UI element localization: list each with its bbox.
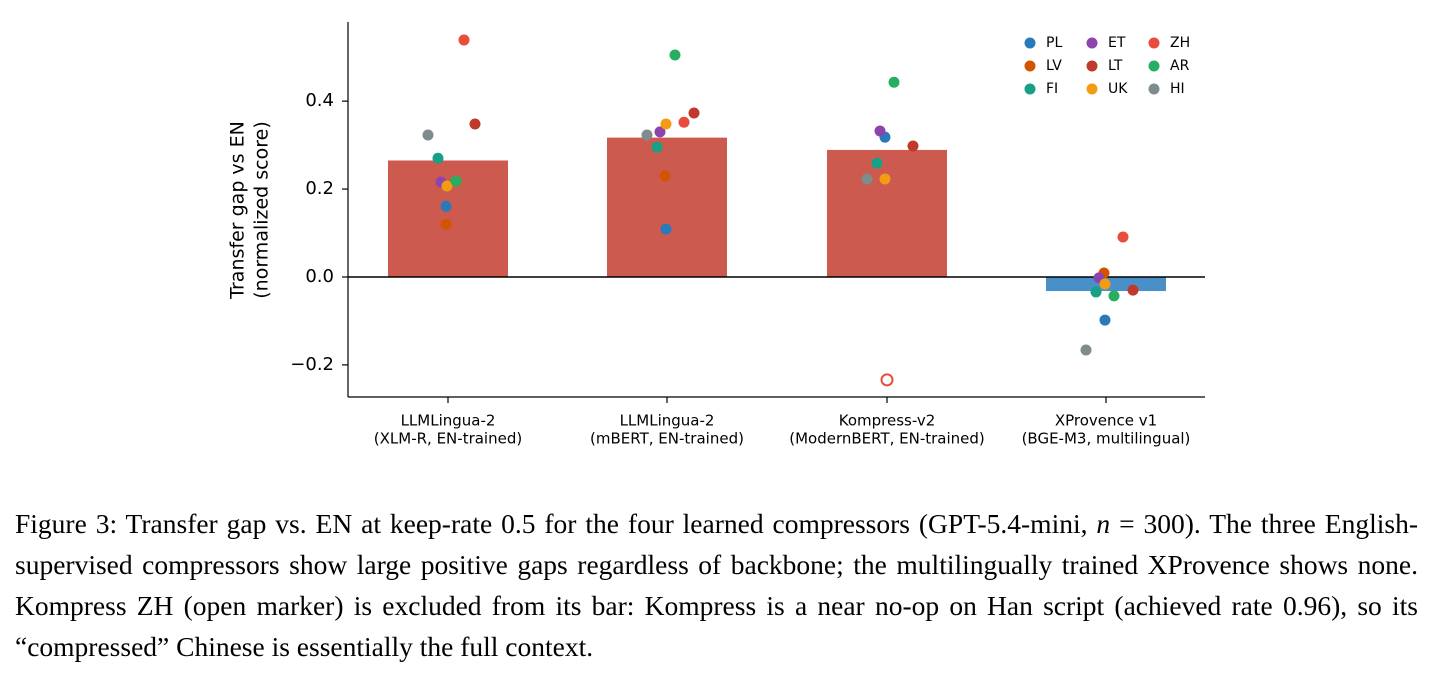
data-point — [440, 218, 452, 230]
legend-marker — [1024, 37, 1036, 49]
legend-label: LT — [1108, 58, 1123, 74]
data-point — [440, 200, 452, 212]
y-axis-label: Transfer gap vs EN — [227, 121, 249, 300]
data-point — [688, 107, 700, 119]
legend-label: FI — [1046, 81, 1058, 97]
legend-marker — [1086, 37, 1098, 49]
y-tick-label: 0.0 — [305, 266, 334, 287]
data-point — [1108, 290, 1120, 302]
chart: −0.2 0.0 0.2 0.4 Transfer gap vs EN (normaliz… — [227, 22, 1205, 448]
legend-marker — [1148, 60, 1160, 72]
y-axis-label: (normalized score) — [251, 121, 273, 299]
y-tick-label: −0.2 — [290, 354, 334, 375]
y-tick-label: 0.4 — [305, 90, 334, 111]
x-tick-label: (BGE-M3, multilingual) — [1022, 430, 1191, 448]
legend-label: HI — [1170, 81, 1185, 97]
data-point — [660, 118, 672, 130]
x-tick-label: (ModernBERT, EN-trained) — [789, 430, 985, 448]
data-point — [879, 173, 891, 185]
legend-label: AR — [1170, 58, 1190, 74]
data-point — [659, 170, 671, 182]
data-point — [422, 129, 434, 141]
legend-marker — [1024, 60, 1036, 72]
y-tick-label: 0.2 — [305, 178, 334, 199]
data-point — [1099, 278, 1111, 290]
data-point — [1117, 231, 1129, 243]
data-point — [1099, 314, 1111, 326]
legend-marker — [1086, 83, 1098, 95]
legend-marker — [1024, 83, 1036, 95]
data-point — [669, 49, 681, 61]
data-point — [871, 157, 883, 169]
x-tick-label: LLMLingua-2 — [620, 412, 715, 430]
caption-text: Figure 3: Transfer gap vs. EN at keep-ra… — [15, 508, 1097, 539]
data-point — [458, 34, 470, 46]
caption-math: n — [1096, 508, 1111, 539]
x-tick-label: XProvence v1 — [1055, 412, 1157, 430]
legend-label: PL — [1046, 35, 1062, 51]
caption-text: = 300). The three English-supervised com… — [15, 508, 1418, 662]
legend-label: ET — [1108, 35, 1126, 51]
legend-marker — [1148, 83, 1160, 95]
data-point — [907, 140, 919, 152]
bar — [827, 149, 947, 277]
data-point — [1080, 344, 1092, 356]
legend-label: UK — [1108, 81, 1128, 97]
data-point — [450, 175, 462, 187]
legend-marker — [1086, 60, 1098, 72]
data-point — [651, 141, 663, 153]
x-tick-label: LLMLingua-2 — [401, 412, 496, 430]
caption: Figure 3: Transfer gap vs. EN at keep-ra… — [15, 503, 1418, 667]
legend-label: ZH — [1170, 35, 1190, 51]
data-point — [1090, 286, 1102, 298]
data-point — [660, 223, 672, 235]
data-point — [874, 125, 886, 137]
x-tick-label: (mBERT, EN-trained) — [590, 430, 744, 448]
legend-label: LV — [1046, 58, 1062, 74]
data-point — [441, 180, 453, 192]
x-tick-label: (XLM-R, EN-trained) — [374, 430, 522, 448]
data-point — [880, 373, 894, 387]
data-point — [641, 129, 653, 141]
data-point — [654, 126, 666, 138]
data-point — [861, 173, 873, 185]
data-point — [432, 152, 444, 164]
data-point — [1127, 284, 1139, 296]
data-point — [888, 76, 900, 88]
data-point — [469, 118, 481, 130]
bar — [607, 137, 727, 277]
x-tick-label: Kompress-v2 — [839, 412, 936, 430]
data-point — [678, 116, 690, 128]
legend-marker — [1148, 37, 1160, 49]
bar — [388, 160, 508, 277]
